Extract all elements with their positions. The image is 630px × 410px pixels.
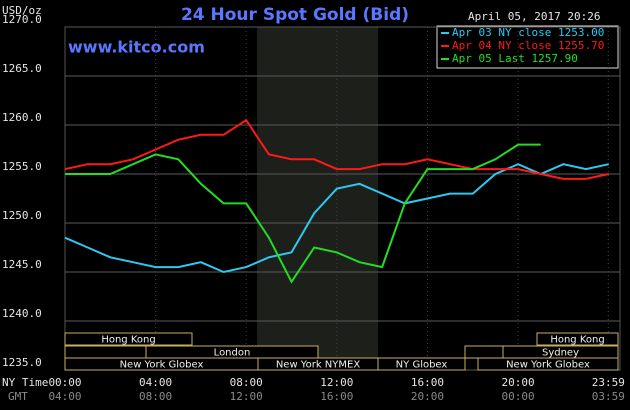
x-axis-label: NY Time [2,376,48,389]
y-tick-label: 1235.0 [2,356,42,369]
y-tick-label: 1245.0 [2,258,42,271]
y-tick-label: 1255.0 [2,160,42,173]
x2-tick-label: 03:59 [592,390,625,403]
y-tick-label: 1250.0 [2,209,42,222]
session-label: Hong Kong [550,335,604,346]
session-box [536,332,619,346]
session-label: Hong Kong [101,335,155,346]
x2-tick-label: 00:00 [501,390,534,403]
x2-tick-label: 04:00 [48,390,81,403]
session-label: New York NYMEX [276,360,361,371]
session-box [464,345,504,359]
x-tick-label: 04:00 [139,376,172,389]
x2-tick-label: 16:00 [320,390,353,403]
x2-axis-label: GMT [8,390,28,403]
x-tick-label: 16:00 [411,376,444,389]
series-line [65,143,541,284]
chart-title: 24 Hour Spot Gold (Bid) [181,5,409,25]
date-label: April 05, 2017 20:26 [468,10,600,23]
x-tick-label: 08:00 [230,376,263,389]
x2-tick-label: 08:00 [139,390,172,403]
x-tick-label: 12:00 [320,376,353,389]
shaded-session [257,27,378,370]
legend-label: Apr 03 NY close 1253.00 [452,26,604,39]
session-label: London [214,348,251,359]
legend-label: Apr 05 Last 1257.90 [452,52,578,65]
y-tick-label: 1265.0 [2,62,42,75]
session-box [477,357,619,371]
x2-tick-label: 20:00 [411,390,444,403]
session-label: Sydney [542,348,579,359]
session-box [64,332,193,346]
website: www.kitco.com [68,38,205,57]
session-label: NY Globex [396,360,448,371]
session-box [64,345,147,359]
x-tick-label: 00:00 [48,376,81,389]
session-label: New York Globex [506,360,590,371]
x-tick-label: 23:59 [592,376,625,389]
legend-label: Apr 04 NY close 1255.70 [452,39,604,52]
x-tick-label: 20:00 [501,376,534,389]
y-axis-label: USD/oz [2,4,42,17]
series-line [64,118,609,180]
y-tick-label: 1240.0 [2,307,42,320]
x2-tick-label: 12:00 [230,390,263,403]
session-box [377,357,466,371]
y-tick-label: 1270.0 [2,13,42,26]
series-line [64,163,609,274]
session-label: New York Globex [120,360,204,371]
y-tick-label: 1260.0 [2,111,42,124]
legend-box [436,25,619,69]
